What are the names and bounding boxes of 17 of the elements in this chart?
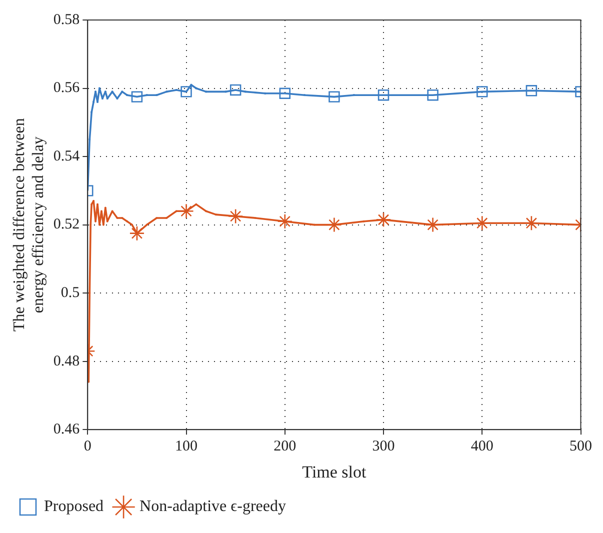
x-tick-label: 200 [274, 438, 296, 455]
y-tick-label: 0.54 [53, 148, 80, 164]
x-tick-label: 500 [570, 438, 592, 455]
y-tick-label: 0.52 [53, 216, 80, 233]
x-tick-label: 0 [84, 438, 92, 455]
x-axis-title: Time slot [302, 462, 367, 482]
y-tick-label: 0.56 [53, 80, 80, 96]
legend-label: Proposed [44, 498, 104, 516]
legend-label: Non-adaptive ϵ-greedy [140, 498, 286, 516]
y-tick-label: 0.5 [60, 285, 80, 302]
y-axis-title: The weighted difference between energy efficiency and delay [10, 118, 48, 332]
y-tick-label: 0.58 [53, 12, 80, 28]
x-tick-label: 100 [175, 438, 198, 455]
y-tick-label: 0.46 [53, 422, 80, 438]
x-tick-label: 300 [372, 438, 395, 455]
y-tick-label: 0.48 [53, 353, 80, 370]
x-tick-label: 400 [470, 438, 494, 455]
